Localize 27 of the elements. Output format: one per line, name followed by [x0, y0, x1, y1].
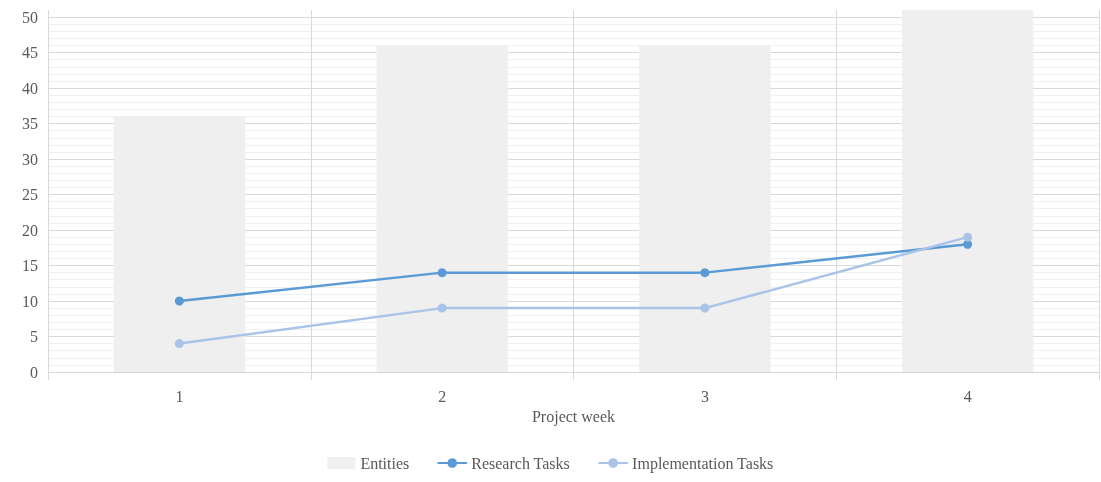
point: [700, 268, 710, 278]
y-tick-label: 5: [30, 328, 38, 346]
legend-label: Research Tasks: [471, 454, 570, 472]
y-tick-label: 35: [22, 115, 38, 133]
x-tick-label: 2: [438, 387, 447, 405]
point: [437, 303, 447, 313]
y-tick-label: 45: [22, 44, 38, 62]
point: [174, 339, 184, 349]
y-tick-label: 10: [22, 292, 38, 310]
point: [437, 268, 447, 278]
x-axis-title: Project week: [531, 408, 616, 427]
point: [963, 232, 973, 242]
legend-label: Entities: [360, 454, 410, 472]
point: [963, 239, 973, 249]
point: [700, 303, 710, 313]
y-tick-label: 0: [30, 363, 38, 381]
x-tick-label: 4: [963, 387, 972, 405]
point: [174, 296, 184, 306]
y-tick-label: 25: [22, 186, 38, 204]
y-tick-label: 40: [22, 79, 38, 97]
y-tick-label: 30: [22, 150, 38, 168]
x-tick-label: 1: [175, 387, 184, 405]
y-tick-label: 20: [22, 221, 38, 239]
legend-label: Implementation Tasks: [632, 454, 774, 473]
y-tick-label: 50: [22, 8, 38, 26]
x-tick-label: 3: [700, 387, 709, 405]
y-tick-label: 15: [22, 257, 38, 275]
